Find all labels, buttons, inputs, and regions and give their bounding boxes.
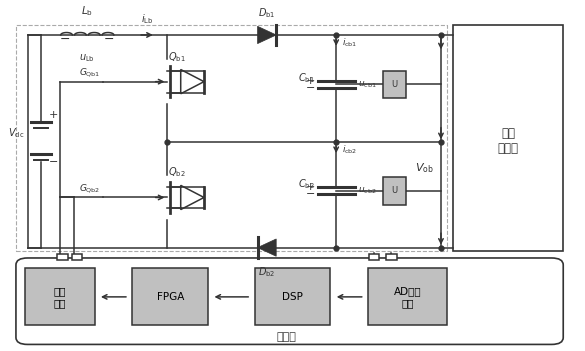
Text: $u_{\rm cb2}$: $u_{\rm cb2}$ bbox=[357, 185, 376, 196]
Text: $D_{\rm b2}$: $D_{\rm b2}$ bbox=[258, 266, 276, 279]
Bar bbox=[369, 254, 379, 260]
Text: DSP: DSP bbox=[282, 292, 303, 302]
Text: +: + bbox=[306, 182, 315, 192]
Text: −: − bbox=[306, 189, 315, 199]
Text: $u_{\rm cb1}$: $u_{\rm cb1}$ bbox=[357, 79, 376, 90]
FancyBboxPatch shape bbox=[16, 258, 563, 344]
FancyBboxPatch shape bbox=[254, 269, 331, 325]
Bar bbox=[72, 254, 82, 260]
Text: 控制器: 控制器 bbox=[277, 332, 297, 342]
Polygon shape bbox=[257, 26, 276, 44]
Text: 后级
变换器: 后级 变换器 bbox=[497, 127, 518, 155]
Text: $G_{\rm Qb2}$: $G_{\rm Qb2}$ bbox=[79, 182, 101, 194]
Text: $D_{\rm b1}$: $D_{\rm b1}$ bbox=[258, 7, 276, 20]
Bar bbox=[386, 254, 397, 260]
FancyBboxPatch shape bbox=[368, 269, 447, 325]
Text: $V_{\rm ob}$: $V_{\rm ob}$ bbox=[415, 161, 434, 175]
FancyBboxPatch shape bbox=[383, 71, 406, 98]
Text: U: U bbox=[391, 186, 397, 195]
Text: $C_{\rm b1}$: $C_{\rm b1}$ bbox=[298, 71, 315, 85]
Text: −: − bbox=[104, 33, 114, 46]
FancyBboxPatch shape bbox=[132, 269, 208, 325]
Text: $L_{\rm b}$: $L_{\rm b}$ bbox=[81, 5, 93, 18]
Text: −: − bbox=[49, 157, 58, 167]
Text: −: − bbox=[60, 33, 71, 46]
Polygon shape bbox=[257, 239, 276, 256]
Text: $i_{\rm cb2}$: $i_{\rm cb2}$ bbox=[342, 144, 357, 156]
FancyBboxPatch shape bbox=[25, 269, 95, 325]
Bar bbox=[57, 254, 68, 260]
Text: $G_{\rm Qb1}$: $G_{\rm Qb1}$ bbox=[79, 66, 101, 79]
Text: $Q_{\rm b1}$: $Q_{\rm b1}$ bbox=[168, 50, 186, 64]
Text: $i_{\rm Lb}$: $i_{\rm Lb}$ bbox=[141, 13, 153, 26]
Text: FPGA: FPGA bbox=[157, 292, 184, 302]
Text: $C_{\rm b2}$: $C_{\rm b2}$ bbox=[298, 178, 315, 191]
Text: AD调理
电路: AD调理 电路 bbox=[394, 286, 421, 308]
Text: 驱动
电路: 驱动 电路 bbox=[53, 286, 66, 308]
Text: U: U bbox=[391, 80, 397, 89]
Text: $Q_{\rm b2}$: $Q_{\rm b2}$ bbox=[168, 166, 186, 179]
Text: $i_{\rm cb1}$: $i_{\rm cb1}$ bbox=[342, 36, 357, 49]
Text: $u_{\rm Lb}$: $u_{\rm Lb}$ bbox=[80, 52, 95, 64]
FancyBboxPatch shape bbox=[453, 25, 563, 251]
FancyBboxPatch shape bbox=[383, 177, 406, 205]
Text: −: − bbox=[306, 83, 315, 93]
Text: $V_{\rm dc}$: $V_{\rm dc}$ bbox=[8, 126, 25, 140]
Text: +: + bbox=[306, 76, 315, 86]
Text: +: + bbox=[49, 110, 58, 120]
